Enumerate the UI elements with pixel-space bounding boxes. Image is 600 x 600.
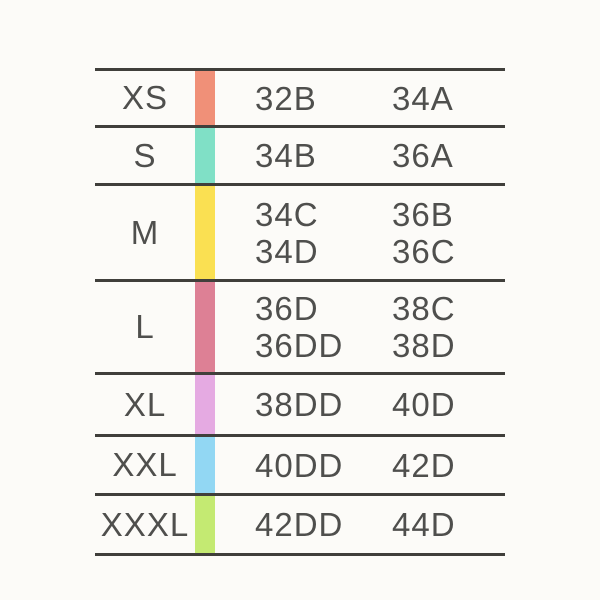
bra-size-cell: 44D [392,496,456,553]
table-row: XS 32B 34A [95,71,505,128]
color-strip [195,437,215,493]
bra-size-value: 34B [255,137,317,174]
bra-size-value: 36B [392,195,454,233]
size-label: XXXL [100,505,190,543]
bra-size-value: 32B [255,79,317,117]
bra-size-value: 40D [392,386,456,423]
bra-size-cell: 40DD [255,437,343,493]
color-strip [195,375,215,434]
bra-size-value: 40DD [255,446,344,484]
bra-size-value: 36DD [255,327,344,364]
bra-size-cell: 34A [392,71,454,125]
bra-size-cell: 42D [392,437,456,493]
bra-size-cell: 36D 36DD [255,282,343,372]
color-strip [195,128,215,183]
bra-size-cell: 36B 36C [392,186,456,279]
size-chart-table: XS 32B 34A S 34B 36A M 34C 34D 36B 36C L 36D 36DD 38C 3… [95,68,505,556]
table-row: S 34B 36A [95,128,505,186]
color-strip [195,186,215,279]
bra-size-value: 38DD [255,386,344,423]
bra-size-cell: 38DD [255,375,343,434]
size-label: XL [123,385,167,423]
bra-size-cell: 34C 34D [255,186,319,279]
bra-size-cell: 34B [255,128,317,183]
bra-size-cell: 42DD [255,496,343,553]
table-row: XXXL 42DD 44D [95,496,505,556]
bra-size-cell: 38C 38D [392,282,456,372]
bra-size-value: 38D [392,327,456,364]
size-label: XS [121,79,169,116]
table-row: XXL 40DD 42D [95,437,505,496]
bra-size-value: 34A [392,79,454,117]
bra-size-value: 36C [392,232,456,270]
size-label: L [135,308,155,345]
table-row: XL 38DD 40D [95,375,505,437]
bra-size-cell: 32B [255,71,317,125]
bra-size-cell: 36A [392,128,454,183]
size-label: M [130,213,160,251]
bra-size-value: 44D [392,506,456,543]
bra-size-value: 36A [392,137,454,174]
bra-size-value: 36D [255,290,319,327]
size-label: S [133,136,157,174]
bra-size-value: 34D [255,232,319,270]
bra-size-value: 42D [392,446,456,484]
table-row: L 36D 36DD 38C 38D [95,282,505,375]
color-strip [195,282,215,372]
bra-size-value: 42DD [255,506,344,543]
bra-size-value: 34C [255,195,319,233]
color-strip [195,71,215,125]
table-row: M 34C 34D 36B 36C [95,186,505,282]
bra-size-value: 38C [392,290,456,327]
color-strip [195,496,215,553]
size-label: XXL [112,446,178,483]
bra-size-cell: 40D [392,375,456,434]
